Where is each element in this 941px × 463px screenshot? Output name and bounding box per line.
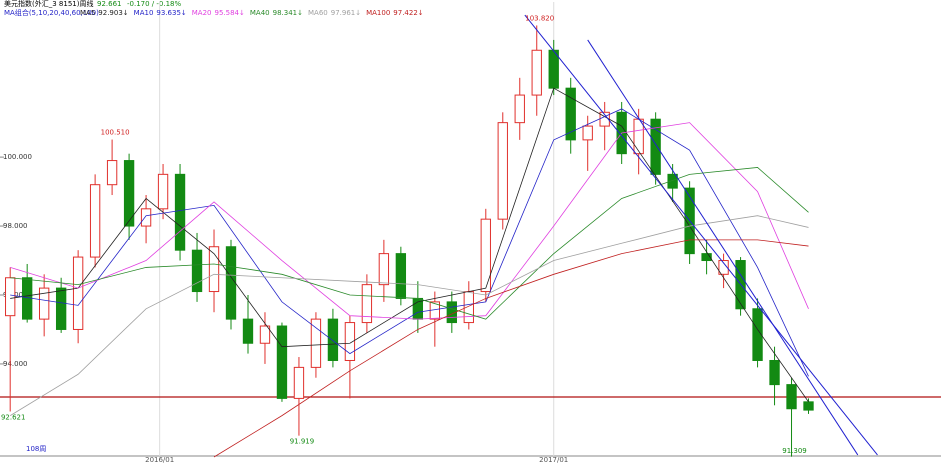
- y-tick-label: 94.000: [3, 360, 28, 368]
- legend-value: 95.584↓: [215, 9, 245, 17]
- x-tick-label: 2016/01: [145, 456, 174, 463]
- candle-body: [225, 246, 237, 320]
- candle-body: [480, 218, 491, 293]
- candle-body: [514, 94, 525, 124]
- legend-name: MA40: [250, 9, 270, 17]
- legend-name: MA10: [134, 9, 154, 17]
- price: 92.661: [97, 0, 122, 8]
- annotation: 100.510: [101, 129, 130, 137]
- candle-body: [378, 253, 390, 286]
- ma-line: [9, 215, 809, 416]
- annotation: 91.919: [290, 438, 315, 446]
- candle-body: [633, 118, 644, 155]
- y-tick-label: 98.000: [3, 222, 28, 230]
- candle-body: [106, 160, 118, 186]
- candle-body: [157, 173, 169, 210]
- candle-body: [803, 401, 814, 411]
- candle-body: [395, 253, 407, 299]
- legend-name: MA100: [366, 9, 390, 17]
- ma-line: [213, 239, 809, 458]
- candle-body: [191, 249, 203, 293]
- chart-title: 美元指数(外汇_3 8151)周线: [4, 0, 93, 8]
- candle-body: [701, 253, 712, 262]
- candle-body: [752, 308, 763, 361]
- candle-body: [208, 246, 220, 293]
- candle-body: [463, 291, 474, 324]
- candle-body: [769, 359, 780, 386]
- trend-line: [524, 14, 878, 456]
- candle-body: [55, 287, 67, 330]
- y-tick-label: 100.000: [3, 153, 32, 161]
- candle-body: [582, 125, 593, 141]
- legend-value: 93.635↓: [156, 9, 186, 17]
- candle-body: [38, 287, 50, 320]
- candle-body: [310, 318, 322, 368]
- ma-line: [10, 122, 809, 320]
- candle-body: [361, 284, 373, 324]
- legend-name: MA60: [308, 9, 328, 17]
- candle-body: [565, 87, 576, 141]
- annotation: 91.309: [782, 447, 807, 455]
- candle-body: [123, 160, 135, 227]
- candle-body: [531, 49, 542, 96]
- ma-line: [10, 167, 809, 320]
- candle-body: [667, 173, 678, 189]
- candle-body: [344, 322, 356, 361]
- legend-value: 92.903↓: [98, 9, 128, 17]
- ma-group: MA组合(5,10,20,40,60,100): [4, 8, 99, 17]
- annotation: 103.820: [525, 14, 554, 22]
- legend-name: MA20: [192, 9, 212, 17]
- candle-body: [5, 277, 16, 317]
- candle-body: [718, 260, 729, 275]
- candle-body: [497, 122, 508, 220]
- candle-body: [786, 384, 797, 410]
- legend-name: MA5: [80, 9, 95, 17]
- candle-body: [276, 325, 288, 399]
- period: 108周: [26, 445, 46, 453]
- legend-value: 97.422↓: [393, 9, 423, 17]
- ma-line: [10, 108, 809, 377]
- trend-line: [587, 39, 859, 456]
- candle-body: [72, 256, 84, 330]
- legend-value: 97.961↓: [331, 9, 361, 17]
- candle-body: [327, 318, 339, 361]
- legend-value: 98.341↓: [273, 9, 303, 17]
- candle-body: [140, 208, 152, 227]
- change: -0.170 / -0.18%: [127, 0, 181, 8]
- candle-body: [650, 118, 661, 175]
- x-tick-label: 2017/01: [539, 456, 568, 463]
- candle-body: [293, 366, 305, 399]
- candle-body: [259, 325, 271, 344]
- candle-body: [242, 318, 254, 344]
- candle-body: [174, 173, 186, 251]
- annotation: 92.621: [1, 413, 26, 421]
- candle-body: [89, 184, 101, 258]
